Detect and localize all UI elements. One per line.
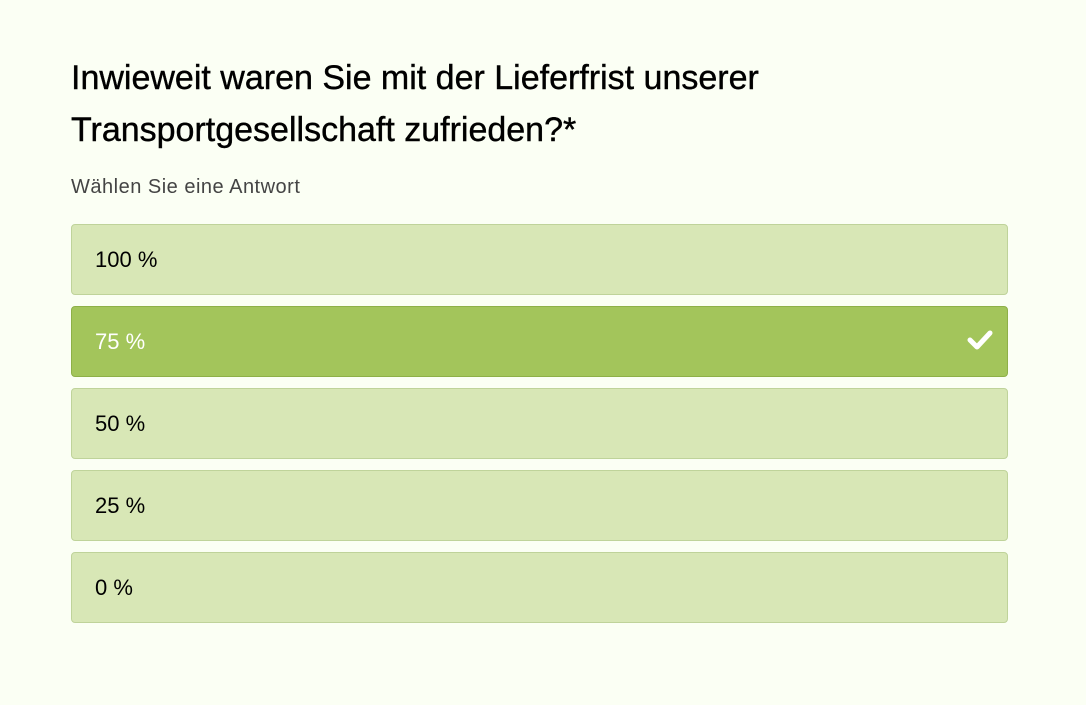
option-75[interactable]: 75 % bbox=[71, 306, 1008, 377]
option-label: 75 % bbox=[95, 328, 146, 354]
survey-question: Inwieweit waren Sie mit der Lieferfrist … bbox=[71, 52, 1008, 634]
option-label: 25 % bbox=[95, 492, 146, 518]
option-100[interactable]: 100 % bbox=[71, 224, 1008, 295]
checkmark-icon bbox=[967, 330, 993, 350]
option-50[interactable]: 50 % bbox=[71, 388, 1008, 459]
option-0[interactable]: 0 % bbox=[71, 552, 1008, 623]
question-instructions: Wählen Sie eine Antwort bbox=[71, 176, 301, 198]
option-label: 100 % bbox=[95, 246, 158, 272]
option-label: 50 % bbox=[95, 410, 146, 436]
answer-options: 100 % 75 % 50 % 25 % 0 % bbox=[71, 224, 1008, 623]
question-title: Inwieweit waren Sie mit der Lieferfrist … bbox=[71, 59, 759, 149]
option-25[interactable]: 25 % bbox=[71, 470, 1008, 541]
option-label: 0 % bbox=[95, 574, 133, 600]
